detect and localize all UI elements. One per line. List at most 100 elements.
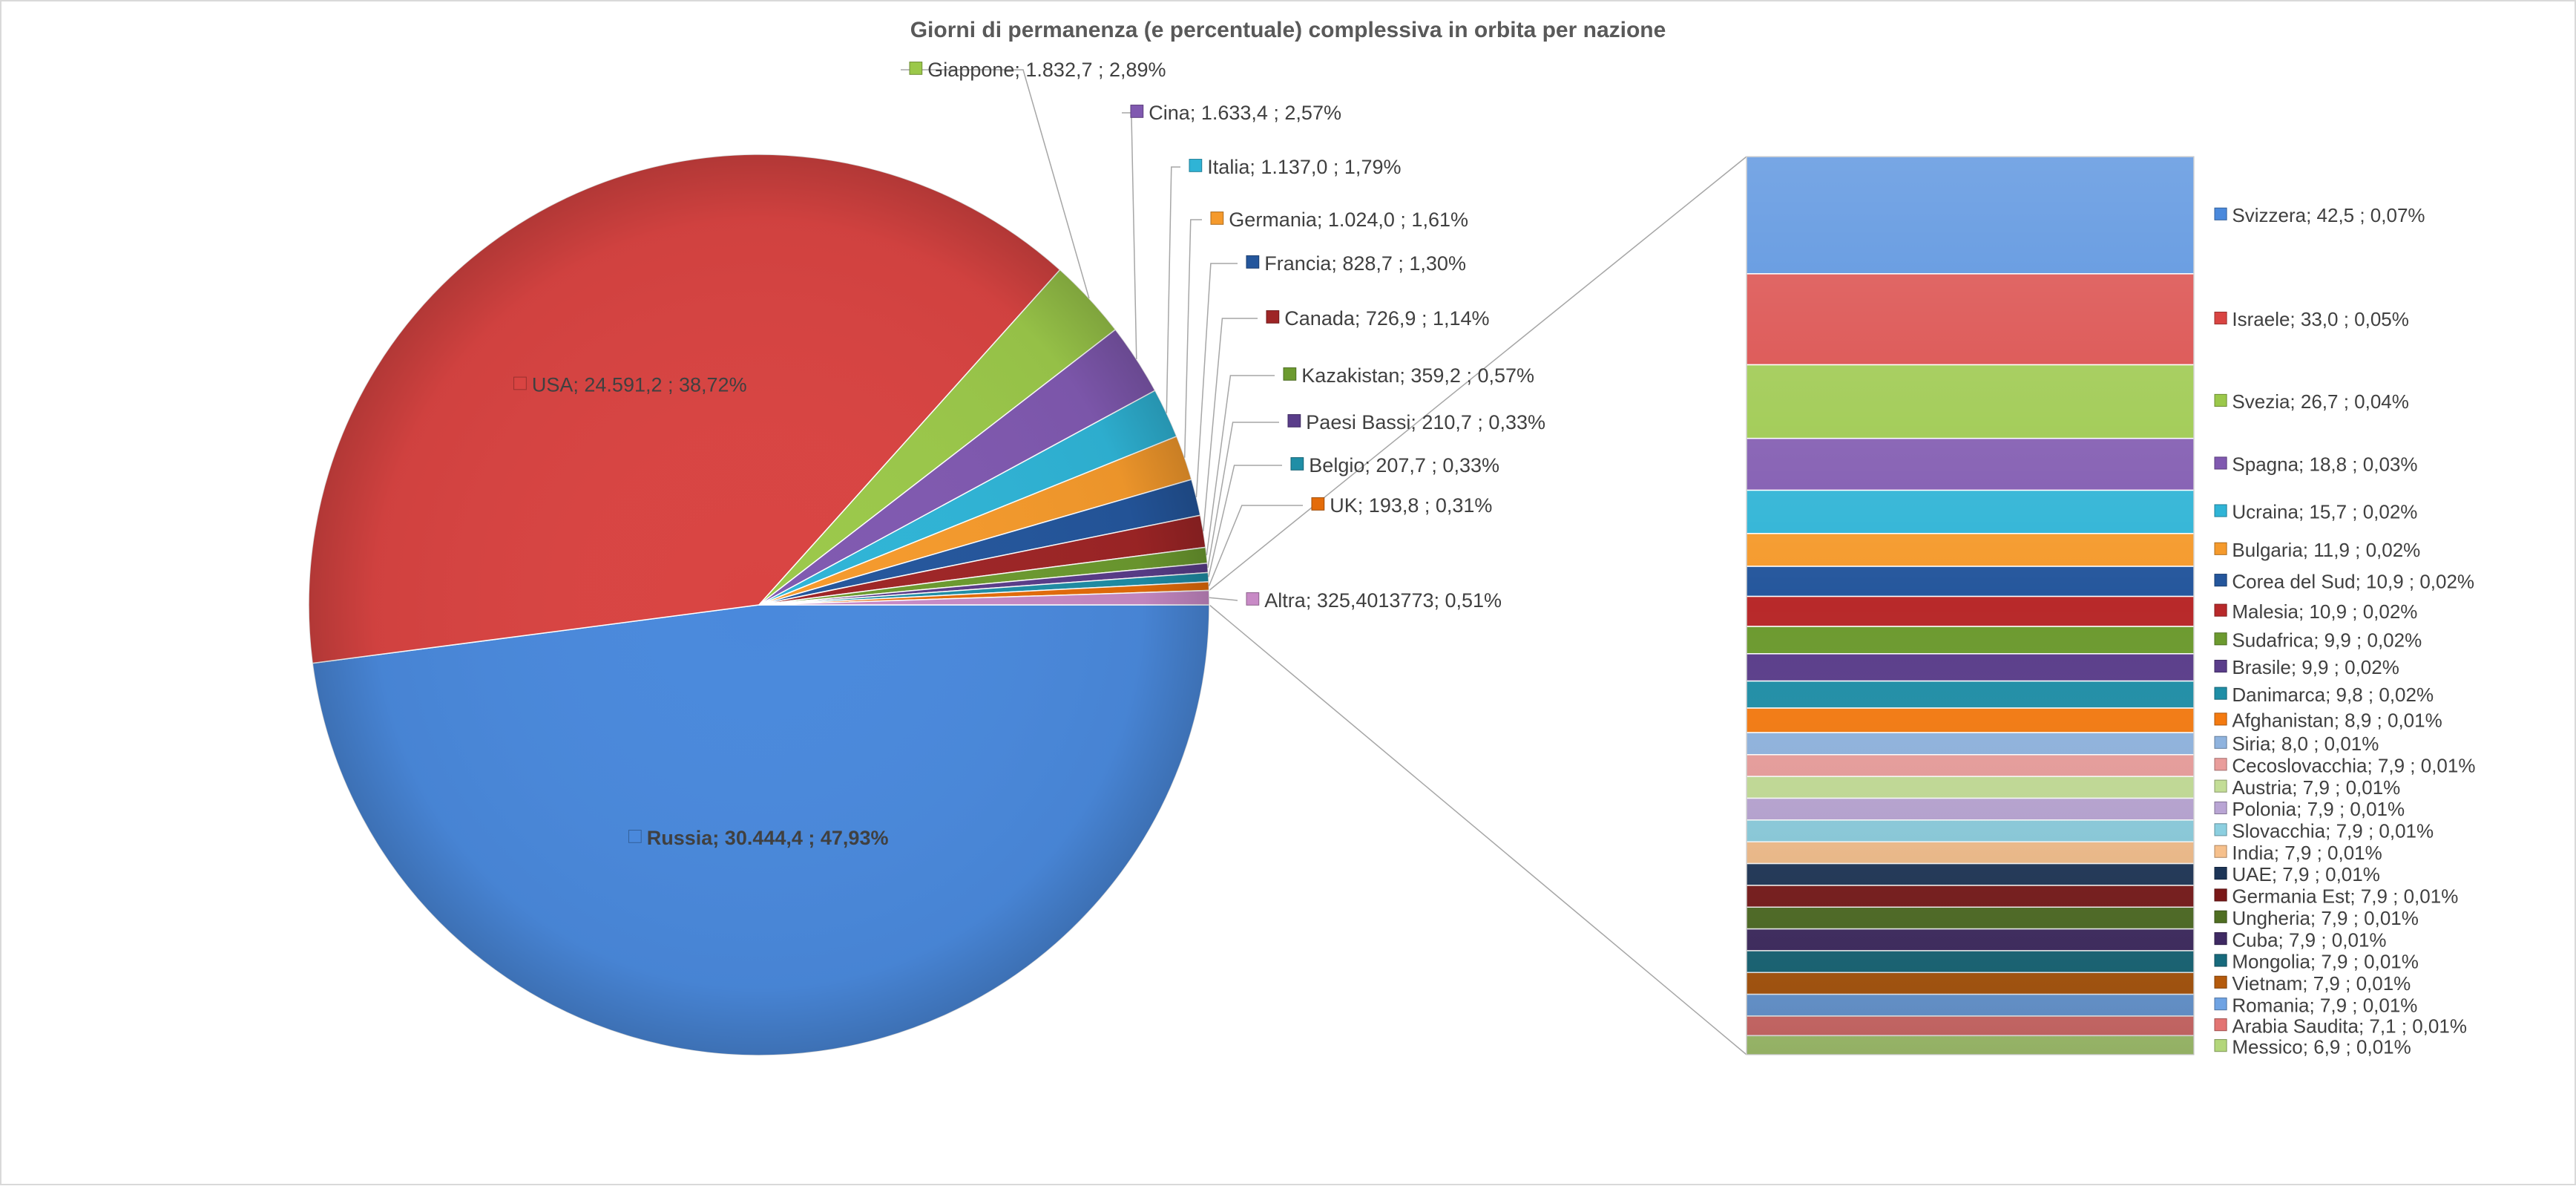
leader-line-kazakistan [1206, 375, 1275, 556]
data-label-belgio: Belgio; 207,7 ; 0,33% [1309, 454, 1499, 476]
label-marker-israele [2214, 311, 2227, 325]
label-marker-italia [1189, 159, 1203, 172]
data-label-danimarca: Danimarca; 9,8 ; 0,02% [2232, 684, 2434, 706]
label-marker-uk [1311, 497, 1325, 511]
data-label-kazakistan: Kazakistan; 359,2 ; 0,57% [1301, 364, 1534, 387]
leader-line-cina [1122, 112, 1137, 360]
leader-line-italia [1166, 166, 1180, 413]
data-label-sudafrica: Sudafrica; 9,9 ; 0,02% [2232, 629, 2422, 651]
label-marker-austria [2214, 779, 2227, 793]
data-label-ucraina: Ucraina; 15,7 ; 0,02% [2232, 501, 2417, 523]
data-label-giappone: Giappone; 1.832,7 ; 2,89% [927, 59, 1166, 81]
label-marker-svezia [2214, 393, 2227, 407]
leader-line-uk [1208, 505, 1303, 586]
label-marker-canada [1266, 310, 1280, 324]
data-label-israele: Israele; 33,0 ; 0,05% [2232, 308, 2408, 330]
chart-title: Giorni di permanenza (e percentuale) com… [910, 18, 1666, 42]
label-marker-svizzera [2214, 207, 2227, 220]
pie-shading [309, 154, 1209, 1055]
leader-line-belgio [1208, 465, 1282, 577]
data-label-usa: USA; 24.591,2 ; 38,72% [532, 374, 747, 396]
label-marker-cecoslovacchia [2214, 758, 2227, 771]
data-label-siria: Siria; 8,0 ; 0,01% [2232, 733, 2379, 755]
label-marker-germania-est [2214, 888, 2227, 902]
data-label-francia: Francia; 828,7 ; 1,30% [1264, 252, 1466, 275]
label-marker-cina [1130, 105, 1144, 118]
data-label-mongolia: Mongolia; 7,9 ; 0,01% [2232, 951, 2419, 973]
connector-lines [1209, 156, 1747, 1055]
data-label-italia: Italia; 1.137,0 ; 1,79% [1207, 156, 1401, 178]
data-label-arabia-saudita: Arabia Saudita; 7,1 ; 0,01% [2232, 1015, 2467, 1037]
stacked-bar [1746, 156, 2195, 1055]
label-marker-russia [628, 830, 642, 843]
data-label-romania: Romania; 7,9 ; 0,01% [2232, 994, 2417, 1016]
data-label-brasile: Brasile; 9,9 ; 0,02% [2232, 656, 2399, 678]
data-label-russia: Russia; 30.444,4 ; 47,93% [647, 827, 889, 849]
data-label-ungheria: Ungheria; 7,9 ; 0,01% [2232, 907, 2419, 929]
data-label-polonia: Polonia; 7,9 ; 0,01% [2232, 798, 2405, 820]
connector-line-bottom [1209, 604, 1747, 1055]
label-marker-cuba [2214, 932, 2227, 946]
data-labels: Russia; 30.444,4 ; 47,93% USA; 24.591,2 ;… [513, 59, 2475, 1058]
label-marker-belgio [1290, 457, 1304, 471]
data-label-svizzera: Svizzera; 42,5 ; 0,07% [2232, 204, 2425, 226]
data-label-spagna: Spagna; 18,8 ; 0,03% [2232, 453, 2417, 476]
pie [308, 154, 1210, 1056]
label-marker-ungheria [2214, 910, 2227, 923]
label-marker-francia [1246, 255, 1260, 269]
label-marker-sudafrica [2214, 632, 2227, 646]
leader-line-germania [1183, 219, 1202, 458]
data-label-vietnam: Vietnam; 7,9 ; 0,01% [2232, 972, 2411, 995]
data-label-svezia: Svezia; 26,7 ; 0,04% [2232, 390, 2408, 413]
label-marker-usa [513, 376, 527, 390]
label-marker-siria [2214, 736, 2227, 749]
data-label-bulgaria: Bulgaria; 11,9 ; 0,02% [2232, 539, 2420, 561]
label-marker-germania [1210, 212, 1224, 225]
data-label-cecoslovacchia: Cecoslovacchia; 7,9 ; 0,01% [2232, 754, 2475, 776]
data-label-messico: Messico; 6,9 ; 0,01% [2232, 1035, 2411, 1058]
label-marker-giappone [909, 62, 923, 75]
label-marker-spagna [2214, 456, 2227, 470]
connector-line-top [1209, 156, 1747, 592]
leader-line-giappone [901, 69, 1090, 299]
label-marker-kazakistan [1283, 367, 1297, 381]
data-label-uae: UAE; 7,9 ; 0,01% [2232, 863, 2379, 885]
data-label-germania: Germania; 1.024,0 ; 1,61% [1229, 209, 1468, 231]
label-marker-polonia [2214, 801, 2227, 815]
label-marker-bulgaria [2214, 542, 2227, 555]
data-label-paesi-bassi: Paesi Bassi; 210,7 ; 0,33% [1306, 411, 1545, 433]
label-marker-corea-del-sud [2214, 574, 2227, 587]
label-marker-malesia [2214, 603, 2227, 617]
label-marker-uae [2214, 866, 2227, 880]
data-label-cuba: Cuba; 7,9 ; 0,01% [2232, 928, 2386, 951]
data-label-austria: Austria; 7,9 ; 0,01% [2232, 776, 2400, 799]
label-marker-altra [1246, 592, 1260, 606]
leader-line-canada [1203, 318, 1258, 531]
label-marker-brasile [2214, 659, 2227, 673]
data-label-india: India; 7,9 ; 0,01% [2232, 842, 2382, 864]
data-label-altra: Altra; 325,4013773; 0,51% [1264, 589, 1502, 612]
data-label-canada: Canada; 726,9 ; 1,14% [1284, 307, 1489, 330]
leader-line-paesi-bassi [1207, 422, 1279, 569]
label-marker-vietnam [2214, 975, 2227, 989]
label-marker-mongolia [2214, 954, 2227, 967]
bar-shading [1746, 156, 2195, 1055]
data-label-afghanistan: Afghanistan; 8,9 ; 0,01% [2232, 710, 2442, 732]
label-marker-danimarca [2214, 687, 2227, 700]
data-label-cina: Cina; 1.633,4 ; 2,57% [1149, 102, 1341, 124]
label-marker-paesi-bassi [1287, 414, 1301, 428]
leader-lines [901, 69, 1303, 601]
data-label-germania-est: Germania Est; 7,9 ; 0,01% [2232, 885, 2458, 908]
label-marker-afghanistan [2214, 713, 2227, 726]
label-marker-slovacchia [2214, 823, 2227, 836]
label-marker-romania [2214, 998, 2227, 1011]
data-label-corea-del-sud: Corea del Sud; 10,9 ; 0,02% [2232, 570, 2474, 592]
label-marker-arabia-saudita [2214, 1018, 2227, 1032]
data-label-malesia: Malesia; 10,9 ; 0,02% [2232, 600, 2417, 623]
label-marker-ucraina [2214, 504, 2227, 517]
leader-line-francia [1195, 263, 1238, 498]
data-label-uk: UK; 193,8 ; 0,31% [1330, 494, 1492, 517]
